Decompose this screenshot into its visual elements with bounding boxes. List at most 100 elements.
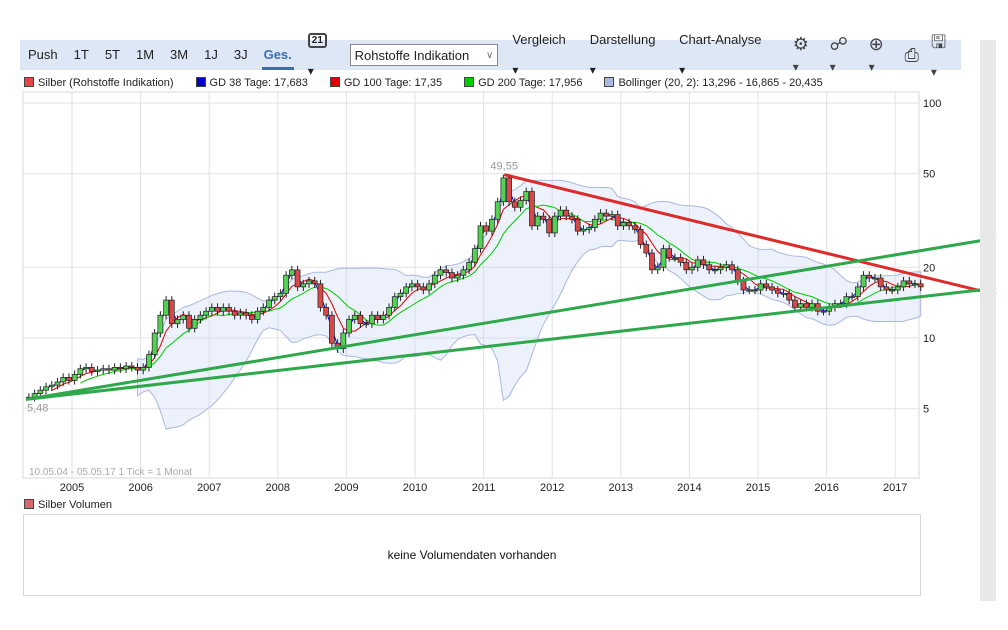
- candle-body: [260, 307, 267, 312]
- candle-body: [317, 283, 324, 308]
- candle: [877, 274, 884, 292]
- candle-body: [397, 292, 404, 297]
- candle: [511, 197, 518, 212]
- candle: [614, 210, 621, 231]
- range-1m[interactable]: 1M: [135, 47, 155, 62]
- candle: [426, 279, 432, 295]
- candle-body: [763, 283, 770, 288]
- candle-body: [774, 289, 781, 294]
- candle: [220, 303, 227, 316]
- candle: [151, 329, 158, 359]
- print-icon[interactable]: ⎙: [904, 44, 919, 65]
- candle-body: [117, 367, 124, 370]
- candle-body: [123, 365, 129, 370]
- candle: [752, 286, 758, 295]
- candle-body: [603, 212, 610, 217]
- candle-body: [77, 368, 84, 375]
- candle: [700, 255, 707, 269]
- candle-body: [712, 269, 718, 272]
- candle-body: [854, 286, 861, 297]
- chart-toolbar: Push 1T 5T 1M 3M 1J 3J Ges. 21 Rohstoffe…: [20, 32, 961, 70]
- indicators-icon[interactable]: ☍: [824, 34, 863, 76]
- candle-body: [134, 367, 141, 371]
- settings-gear-icon[interactable]: ⚙: [787, 34, 824, 76]
- candle: [157, 311, 164, 338]
- range-ges[interactable]: Ges.: [256, 40, 300, 70]
- candle: [597, 209, 604, 224]
- legend-gd100: GD 100 Tage: 17,35: [329, 77, 442, 89]
- candle: [609, 210, 615, 221]
- candle-body: [443, 269, 450, 273]
- candle: [60, 373, 67, 387]
- candle-body: [917, 283, 924, 288]
- candle-body: [477, 225, 484, 250]
- candle-body: [860, 274, 867, 288]
- candle-body: [226, 307, 232, 312]
- candle-body: [140, 367, 147, 371]
- candle-body: [357, 314, 364, 325]
- menu-chart-analyse[interactable]: Chart-Analyse: [671, 25, 777, 85]
- candle: [471, 244, 478, 267]
- candle: [563, 206, 570, 221]
- range-3m[interactable]: 3M: [170, 47, 189, 62]
- candle: [717, 263, 724, 275]
- range-3j[interactable]: 3J: [233, 47, 248, 62]
- candle-body: [403, 286, 410, 294]
- calendar-button[interactable]: 21: [300, 24, 344, 86]
- candle: [374, 311, 381, 324]
- x-tick-label: 2008: [266, 482, 290, 494]
- candle-body: [717, 266, 724, 271]
- candle: [694, 255, 701, 272]
- candle-body: [700, 259, 707, 266]
- candle: [872, 274, 878, 283]
- min-label: 5,48: [27, 402, 48, 414]
- candle: [351, 311, 358, 324]
- candle-body: [614, 214, 621, 227]
- candle-body: [683, 261, 690, 271]
- candle-body: [163, 299, 169, 316]
- candle: [134, 363, 141, 375]
- candle-body: [157, 314, 164, 334]
- menu-darstellung[interactable]: Darstellung: [582, 25, 671, 85]
- no-volume-message: keine Volumendaten vorhanden: [387, 548, 557, 562]
- candle: [883, 282, 890, 295]
- candle: [277, 289, 284, 301]
- y-tick-label: 50: [923, 169, 935, 181]
- candle: [437, 265, 444, 280]
- range-1t[interactable]: 1T: [73, 47, 89, 62]
- range-push[interactable]: Push: [28, 47, 58, 62]
- candle: [712, 265, 718, 275]
- candle: [340, 329, 347, 353]
- menu-vergleich[interactable]: Vergleich: [504, 25, 581, 85]
- candle-body: [106, 368, 112, 371]
- zoom-in-icon[interactable]: ⊕: [863, 34, 899, 76]
- candle: [677, 253, 684, 267]
- save-icon[interactable]: 🖫: [925, 30, 961, 81]
- candle-body: [591, 218, 598, 228]
- legend-bollinger: Bollinger (20, 2): 13,296 - 16,865 - 20,…: [604, 77, 823, 89]
- candle-body: [900, 280, 907, 288]
- range-label: 10.05.04 - 05.05.17 1 Tick = 1 Monat: [29, 467, 192, 478]
- plot-area: [22, 91, 920, 479]
- candle-body: [872, 277, 878, 280]
- candle: [849, 292, 855, 301]
- source-select[interactable]: Rohstoffe Indikation ∨: [349, 44, 499, 66]
- range-1j[interactable]: 1J: [204, 47, 218, 62]
- candle: [574, 215, 581, 236]
- scrollbar[interactable]: [980, 40, 996, 601]
- candle-body: [254, 310, 261, 320]
- candle-body: [689, 266, 695, 271]
- candle: [369, 311, 375, 328]
- candle-body: [494, 201, 501, 220]
- candle: [774, 286, 781, 298]
- candle: [197, 311, 204, 324]
- candle: [409, 279, 415, 292]
- x-tick-label: 2005: [60, 482, 84, 494]
- range-5t[interactable]: 5T: [104, 47, 120, 62]
- candle-body: [757, 283, 764, 291]
- candle: [894, 282, 901, 295]
- candle: [43, 382, 49, 395]
- candle-body: [460, 269, 467, 276]
- candle-body: [311, 280, 318, 285]
